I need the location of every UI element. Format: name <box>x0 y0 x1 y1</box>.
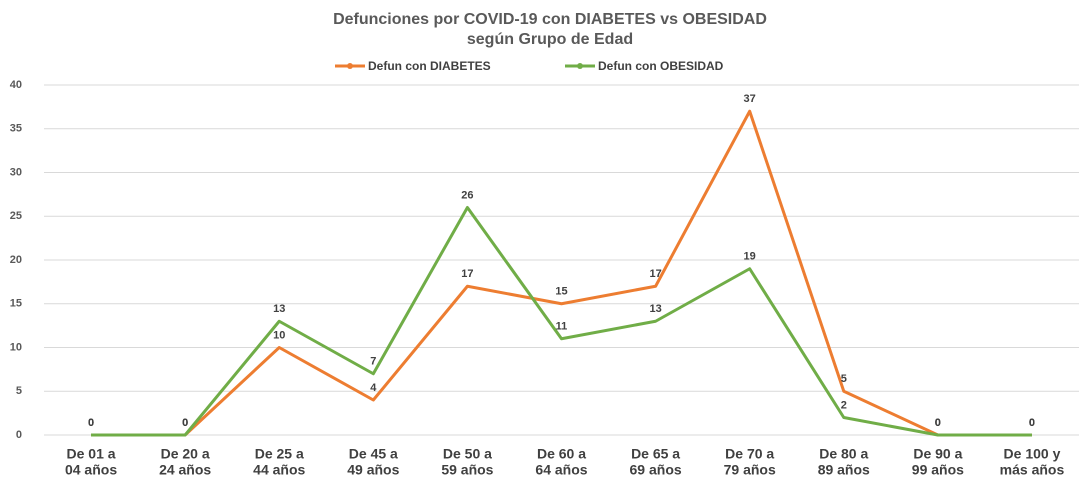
data-label: 0 <box>88 417 94 429</box>
data-label: 7 <box>370 356 376 368</box>
legend-marker <box>577 63 583 69</box>
data-label: 0 <box>88 417 94 429</box>
x-tick-label: De 45 a <box>349 446 398 462</box>
data-label: 15 <box>555 286 567 298</box>
legend-label: Defun con DIABETES <box>368 59 491 73</box>
x-tick-label: más años <box>1000 462 1065 478</box>
data-label: 0 <box>1029 417 1035 429</box>
x-tick-label: De 80 a <box>819 446 868 462</box>
data-label: 4 <box>370 382 377 394</box>
legend-label: Defun con OBESIDAD <box>598 59 724 73</box>
legend-marker <box>347 63 353 69</box>
data-label: 17 <box>461 268 473 280</box>
y-tick-label: 20 <box>10 254 22 266</box>
x-tick-label: 89 años <box>818 462 870 478</box>
data-label: 13 <box>649 303 661 315</box>
x-tick-label: De 60 a <box>537 446 586 462</box>
x-tick-label: De 100 y <box>1004 446 1061 462</box>
x-tick-label: 64 años <box>535 462 587 478</box>
data-label: 37 <box>744 93 756 105</box>
chart-title: Defunciones por COVID-19 con DIABETES vs… <box>333 11 767 28</box>
y-tick-label: 0 <box>16 429 22 441</box>
data-label: 26 <box>461 189 473 201</box>
x-tick-label: 69 años <box>630 462 682 478</box>
y-tick-label: 40 <box>10 79 22 91</box>
x-tick-label: 79 años <box>724 462 776 478</box>
x-tick-label: 99 años <box>912 462 964 478</box>
x-tick-label: De 65 a <box>631 446 680 462</box>
data-label: 13 <box>273 303 285 315</box>
data-label: 5 <box>841 373 847 385</box>
y-tick-label: 25 <box>10 210 22 222</box>
x-tick-label: 59 años <box>441 462 493 478</box>
data-label: 0 <box>935 417 941 429</box>
data-label: 0 <box>182 417 188 429</box>
x-tick-label: 49 años <box>347 462 399 478</box>
x-tick-label: 24 años <box>159 462 211 478</box>
data-label: 11 <box>556 321 568 333</box>
x-tick-label: De 20 a <box>161 446 210 462</box>
data-label: 2 <box>841 399 847 411</box>
x-tick-label: De 01 a <box>67 446 116 462</box>
y-tick-label: 5 <box>16 385 22 397</box>
x-tick-label: De 50 a <box>443 446 492 462</box>
x-tick-label: De 70 a <box>725 446 774 462</box>
data-label: 19 <box>744 251 756 263</box>
data-label: 10 <box>273 329 285 341</box>
chart-title: según Grupo de Edad <box>467 31 633 48</box>
data-label: 0 <box>935 417 941 429</box>
data-label: 17 <box>649 268 661 280</box>
x-tick-label: 44 años <box>253 462 305 478</box>
data-label: 0 <box>1029 417 1035 429</box>
y-tick-label: 10 <box>10 341 22 353</box>
y-tick-label: 30 <box>10 166 22 178</box>
x-tick-label: De 25 a <box>255 446 304 462</box>
data-label: 0 <box>182 417 188 429</box>
y-tick-label: 15 <box>10 298 22 310</box>
x-tick-label: 04 años <box>65 462 117 478</box>
y-tick-label: 35 <box>10 123 22 135</box>
x-tick-label: De 90 a <box>913 446 962 462</box>
series-line <box>91 109 1032 437</box>
series-line <box>91 206 1032 437</box>
